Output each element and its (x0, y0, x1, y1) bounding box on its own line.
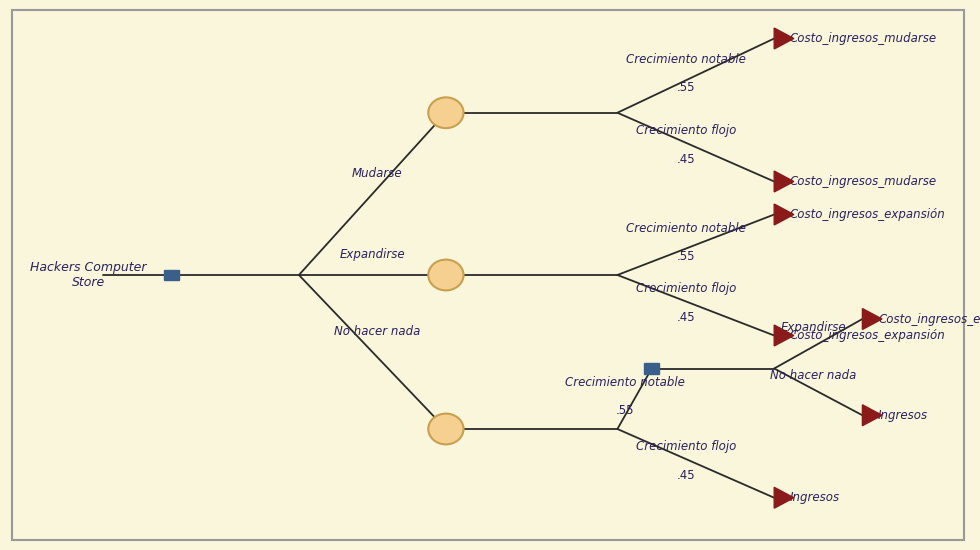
Polygon shape (774, 28, 794, 49)
Text: Ingresos: Ingresos (790, 491, 840, 504)
Text: Crecimiento notable: Crecimiento notable (626, 222, 746, 235)
Text: Crecimiento flojo: Crecimiento flojo (636, 124, 736, 137)
Text: Costo_ingresos_expansión: Costo_ingresos_expansión (878, 312, 980, 326)
Text: Crecimiento flojo: Crecimiento flojo (636, 282, 736, 295)
Text: .45: .45 (676, 311, 696, 324)
Polygon shape (862, 405, 882, 426)
Text: No hacer nada: No hacer nada (334, 325, 420, 338)
Text: Hackers Computer
Store: Hackers Computer Store (30, 261, 146, 289)
Polygon shape (774, 171, 794, 192)
Text: .45: .45 (676, 152, 696, 166)
Text: Crecimiento notable: Crecimiento notable (564, 376, 685, 389)
Text: Mudarse: Mudarse (352, 167, 403, 180)
Text: .45: .45 (676, 469, 696, 482)
Text: Costo_ingresos_mudarse: Costo_ingresos_mudarse (790, 32, 937, 45)
Polygon shape (862, 309, 882, 329)
Bar (164, 270, 179, 280)
Text: No hacer nada: No hacer nada (770, 369, 857, 382)
Text: Expandirse: Expandirse (340, 248, 405, 261)
Text: .55: .55 (677, 250, 695, 263)
Text: Ingresos: Ingresos (878, 409, 928, 422)
Text: Expandirse: Expandirse (781, 321, 846, 334)
Text: Crecimiento flojo: Crecimiento flojo (636, 441, 736, 453)
Text: Costo_ingresos_expansión: Costo_ingresos_expansión (790, 329, 946, 342)
Text: Crecimiento notable: Crecimiento notable (626, 53, 746, 65)
Ellipse shape (428, 260, 464, 290)
Ellipse shape (428, 97, 464, 128)
Ellipse shape (428, 414, 464, 444)
Bar (644, 363, 660, 374)
Text: Costo_ingresos_mudarse: Costo_ingresos_mudarse (790, 175, 937, 188)
Text: .55: .55 (615, 404, 634, 417)
Polygon shape (774, 204, 794, 225)
Text: .55: .55 (677, 81, 695, 94)
Text: Costo_ingresos_expansión: Costo_ingresos_expansión (790, 208, 946, 221)
Polygon shape (774, 487, 794, 508)
Polygon shape (774, 325, 794, 346)
